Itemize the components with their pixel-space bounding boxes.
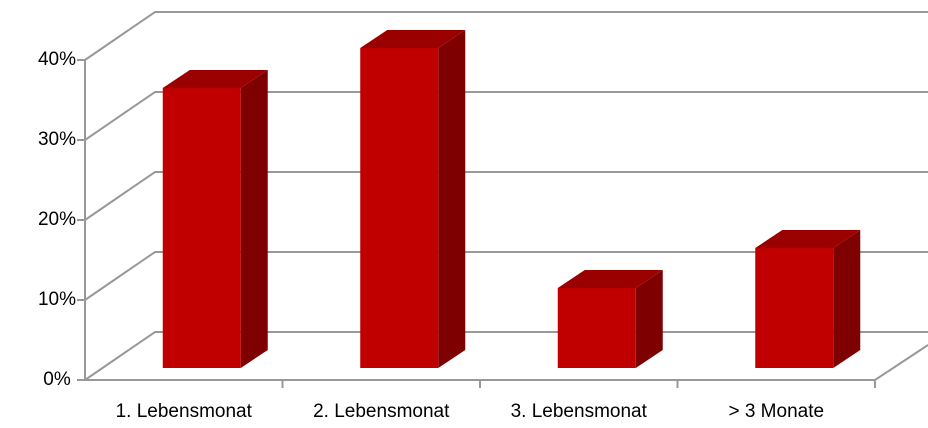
y-tick-label: 10% [38,289,76,310]
y-tick-label: 40% [38,49,76,70]
y-tick-label: 30% [38,129,76,150]
bar-side [240,70,268,368]
bar-side [833,230,861,368]
bar-top [557,270,663,288]
y-tick-label: 20% [38,209,76,230]
bar-top [360,30,466,48]
x-tick-label: 1. Lebensmonat [116,401,253,422]
grid-line [84,331,928,381]
bar-side [438,30,466,368]
bar [162,88,241,368]
x-tick-label: 3. Lebensmonat [511,401,648,422]
x-tick-label: 2. Lebensmonat [313,401,450,422]
bar-top [162,70,268,88]
y-tick-label: 0% [43,369,71,390]
bar [755,248,834,368]
grid-line [84,11,928,61]
bar [557,288,636,368]
x-tick-label: > 3 Monate [728,401,824,422]
bar-top [755,230,861,248]
grid-line [84,171,928,221]
grid-line [84,91,928,141]
bar [360,48,439,368]
grid-line [84,251,928,301]
bar-side [635,270,663,368]
